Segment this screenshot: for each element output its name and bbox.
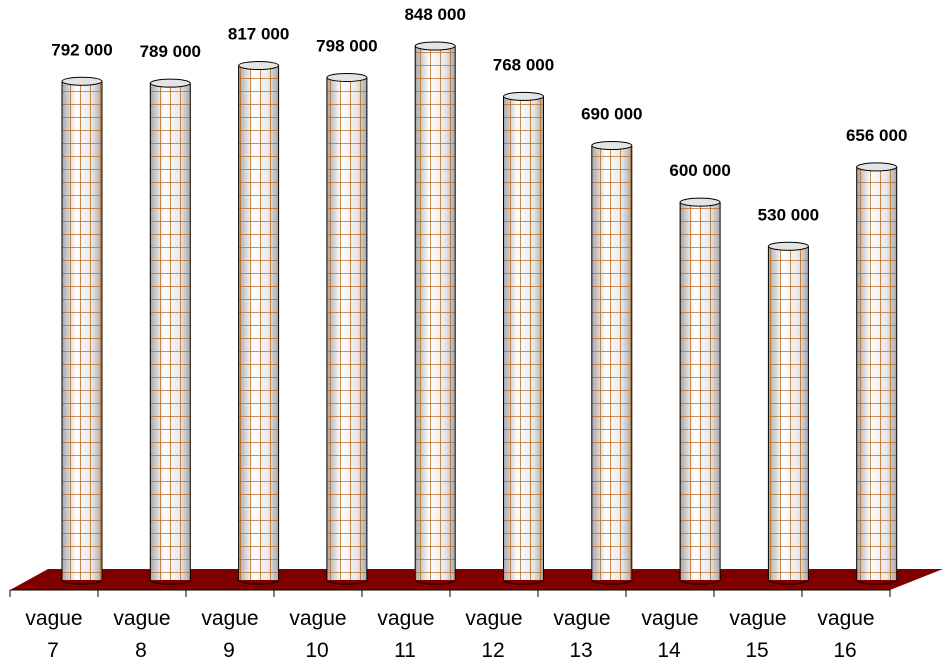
data-label: 848 000 (404, 5, 465, 24)
bar-1 (61, 76, 103, 585)
category-label-line2: 15 (745, 639, 768, 662)
bar-top-cap (856, 162, 898, 172)
bar-bottom-edge (149, 579, 191, 585)
category-label-line1: vague (25, 607, 82, 630)
bar-pattern (591, 145, 632, 580)
bar-pattern (680, 202, 721, 581)
category-label-line1: vague (377, 607, 434, 630)
data-label: 768 000 (493, 55, 554, 74)
category-label-line1: vague (817, 607, 874, 630)
bar-bottom-edge (326, 579, 368, 585)
data-label: 656 000 (846, 126, 907, 145)
bar-top-cap (591, 140, 633, 150)
bar-bottom-edge (61, 579, 103, 585)
category-label-line1: vague (641, 607, 698, 630)
category-label-line2: 10 (305, 639, 328, 662)
bar-top-cap (503, 91, 544, 101)
bar-10 (856, 162, 898, 585)
data-label: 530 000 (758, 205, 819, 224)
bar-bottom-edge (591, 579, 633, 585)
category-label-line1: vague (201, 607, 258, 630)
category-label-line1: vague (729, 607, 786, 630)
bar-top-cap (679, 197, 721, 207)
bar-top-cap (414, 41, 456, 51)
bar-top-cap (326, 72, 368, 82)
category-label-line2: 11 (394, 639, 416, 662)
bar-pattern (415, 46, 456, 580)
bar-4 (326, 72, 368, 585)
bar-top-cap (149, 78, 191, 88)
bar-bottom-edge (856, 579, 898, 585)
bar-9 (767, 241, 809, 585)
bar-7 (591, 140, 633, 585)
category-label-line2: 16 (833, 639, 856, 662)
bar-pattern (326, 77, 367, 581)
category-label-line2: 7 (47, 639, 59, 662)
bar-bottom-edge (414, 579, 456, 585)
bar-top-cap (767, 241, 809, 251)
bar-bottom-edge (767, 579, 809, 585)
bar-3 (238, 61, 280, 585)
data-label: 789 000 (140, 42, 201, 61)
bar-pattern (150, 83, 191, 580)
bar-2 (149, 78, 191, 585)
data-label: 817 000 (228, 25, 289, 44)
bar-pattern (503, 96, 544, 581)
data-label: 600 000 (669, 161, 730, 180)
bar-pattern (768, 246, 809, 580)
bar-top-cap (61, 76, 103, 86)
data-label: 792 000 (51, 40, 112, 59)
category-label-line2: 13 (569, 639, 592, 662)
bar-8 (679, 197, 721, 585)
category-label-line2: 12 (481, 639, 504, 662)
category-label-line1: vague (465, 607, 522, 630)
bar-pattern (62, 81, 102, 580)
bar-pattern (856, 166, 897, 581)
bar-6 (503, 91, 544, 585)
category-label-line1: vague (289, 607, 346, 630)
category-label-line2: 9 (223, 639, 235, 662)
category-label-line2: 8 (135, 639, 147, 662)
category-label-line1: vague (553, 607, 610, 630)
bar-bottom-edge (238, 579, 280, 585)
bar-top-cap (238, 61, 280, 71)
bar-pattern (238, 65, 279, 580)
bar-bottom-edge (679, 579, 721, 585)
data-label: 690 000 (581, 104, 642, 123)
category-label-line1: vague (113, 607, 170, 630)
bar-5 (414, 41, 456, 585)
bar-bottom-edge (503, 579, 544, 585)
category-label-line2: 14 (657, 639, 681, 662)
data-label: 798 000 (316, 36, 377, 55)
